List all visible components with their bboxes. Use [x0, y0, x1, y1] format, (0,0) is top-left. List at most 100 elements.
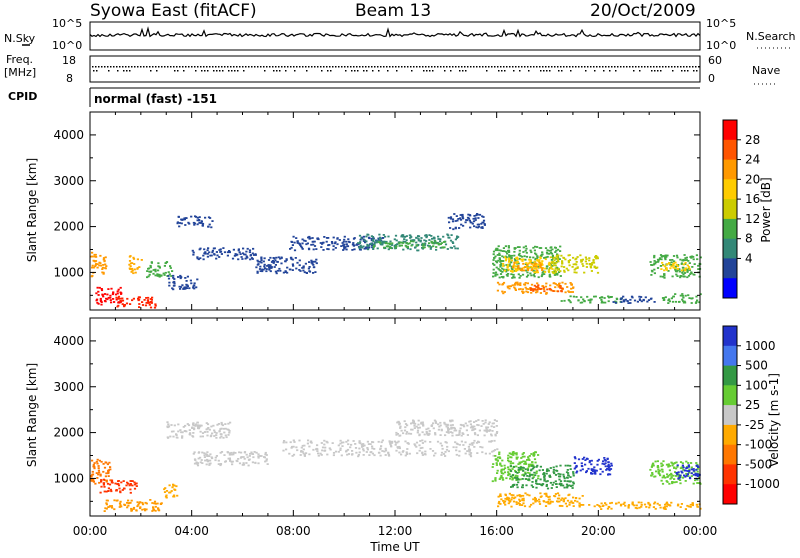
- velocity-cell: [458, 429, 461, 432]
- velocity-colorbar-tick-label: 100: [745, 378, 768, 392]
- velocity-cell: [676, 473, 679, 476]
- power-cell: [669, 267, 672, 270]
- power-cell: [519, 255, 522, 257]
- power-cell: [646, 300, 649, 303]
- velocity-cell: [627, 506, 630, 509]
- velocity-cell: [594, 469, 597, 472]
- freq-dot: [617, 66, 619, 68]
- velocity-cell: [483, 429, 486, 432]
- power-cell: [541, 260, 544, 262]
- power-cell: [535, 253, 538, 256]
- power-cell: [503, 256, 507, 259]
- power-cell: [693, 263, 696, 265]
- power-cell: [518, 252, 521, 255]
- power-cell: [526, 267, 529, 270]
- freq-dot: [107, 66, 109, 68]
- power-cell: [664, 265, 667, 268]
- power-cell: [293, 241, 296, 244]
- power-cell: [188, 287, 191, 290]
- velocity-colorbar-tick-label: 500: [745, 359, 768, 373]
- velocity-cell: [535, 480, 538, 483]
- velocity-cell: [521, 484, 524, 486]
- power-cell: [674, 265, 677, 268]
- power-cell: [262, 260, 265, 263]
- power-cell: [336, 237, 339, 239]
- power-cell: [538, 247, 541, 249]
- velocity-cell: [665, 505, 668, 508]
- power-cell: [454, 227, 457, 230]
- power-cell: [663, 299, 666, 301]
- power-cell: [208, 251, 211, 254]
- power-cell: [274, 264, 277, 266]
- velocity-cell: [668, 504, 671, 507]
- nave-dot: [660, 70, 662, 72]
- power-cell: [640, 296, 643, 298]
- power-cell: [554, 283, 557, 285]
- velocity-cell: [455, 442, 458, 445]
- freq-dot: [122, 66, 124, 68]
- power-cell: [675, 270, 678, 273]
- power-cell: [313, 266, 316, 269]
- time-tick-label: 00:00: [683, 524, 718, 538]
- velocity-cell: [222, 436, 225, 439]
- power-cell: [556, 284, 559, 286]
- power-cell: [364, 246, 367, 249]
- velocity-cell: [558, 478, 561, 481]
- freq-dot: [239, 66, 241, 68]
- power-cell: [131, 299, 134, 302]
- velocity-cell: [421, 454, 424, 456]
- velocity-cell: [292, 439, 295, 442]
- power-cell: [396, 243, 399, 245]
- power-cell: [561, 262, 564, 265]
- power-cell: [399, 241, 403, 244]
- velocity-cell: [108, 461, 111, 464]
- power-cell: [572, 287, 575, 289]
- velocity-cell: [154, 509, 157, 512]
- velocity-cell: [568, 493, 571, 496]
- velocity-cell: [507, 471, 510, 473]
- power-cell: [402, 248, 405, 251]
- power-cell: [505, 273, 508, 276]
- power-cell: [102, 295, 105, 298]
- velocity-cell: [258, 455, 261, 457]
- velocity-cell: [215, 455, 218, 457]
- power-cell: [96, 286, 99, 289]
- power-cell: [574, 263, 577, 265]
- power-cell: [154, 274, 157, 277]
- freq-dot: [254, 66, 256, 68]
- power-cell: [494, 249, 497, 251]
- velocity-cell: [102, 470, 105, 473]
- velocity-cell: [410, 428, 413, 431]
- power-cell: [668, 262, 671, 265]
- velocity-cell: [522, 499, 525, 502]
- velocity-cell: [590, 469, 593, 472]
- velocity-cell: [607, 468, 610, 471]
- power-cell: [405, 235, 408, 237]
- power-cell: [626, 300, 629, 302]
- power-cell: [462, 217, 465, 220]
- power-cell: [149, 271, 152, 273]
- power-cell: [96, 263, 99, 266]
- velocity-cell: [253, 451, 256, 453]
- velocity-cell: [415, 441, 419, 444]
- power-cell: [199, 222, 203, 224]
- power-cell: [113, 301, 116, 303]
- power-cell: [681, 269, 684, 272]
- velocity-colorbar-swatch: [723, 385, 737, 406]
- power-cell: [554, 267, 557, 270]
- power-cell: [179, 288, 182, 290]
- power-cell: [622, 300, 626, 303]
- power-cell: [435, 242, 438, 245]
- power-cell: [95, 256, 98, 258]
- velocity-cell: [288, 452, 291, 455]
- power-cell: [528, 261, 531, 264]
- power-cell: [516, 282, 519, 284]
- velocity-cell: [545, 483, 548, 486]
- velocity-cell: [373, 448, 376, 450]
- nave-dot: [204, 70, 206, 72]
- power-cell: [193, 222, 196, 225]
- power-cell: [555, 261, 558, 264]
- velocity-cell: [530, 468, 533, 471]
- velocity-cell: [93, 462, 96, 464]
- velocity-cell: [535, 466, 538, 468]
